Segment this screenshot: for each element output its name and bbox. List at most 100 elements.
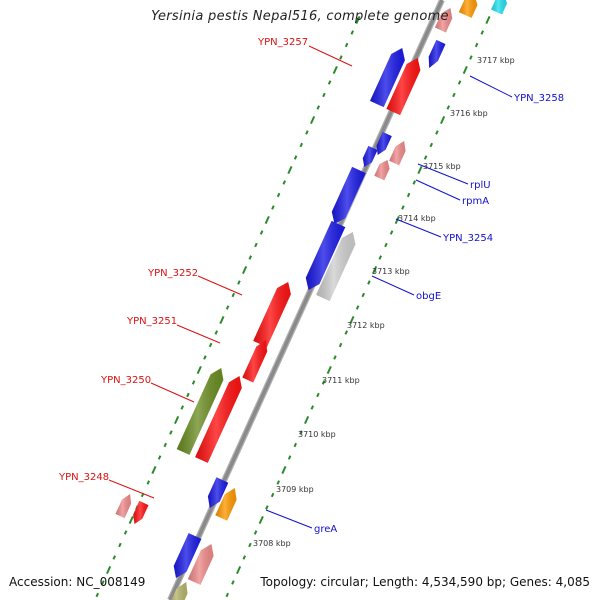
scale-label: 3712 kbp xyxy=(347,321,385,330)
left-tick-mark xyxy=(355,15,361,25)
gene-cyan-top[interactable] xyxy=(491,0,507,15)
gene-ypn-3252[interactable] xyxy=(253,282,291,348)
left-tick-mark xyxy=(225,305,230,310)
leader-line-ypn-3257 xyxy=(308,45,353,67)
gene-rplu-blue[interactable] xyxy=(376,131,392,155)
left-tick-mark xyxy=(305,130,309,135)
leader-line-ypn-3258 xyxy=(469,75,513,98)
leader-line-rplu xyxy=(417,163,469,185)
right-tick-mark xyxy=(338,342,343,348)
gene-label-grea[interactable]: greA xyxy=(314,524,337,535)
gene-rpma-blue[interactable] xyxy=(362,145,378,167)
left-tick-mark xyxy=(106,565,112,575)
gene-label-ypn-3257[interactable]: YPN_3257 xyxy=(257,37,308,48)
right-tick-mark xyxy=(469,55,473,60)
leader-line-grea xyxy=(265,509,313,529)
right-tick-mark xyxy=(435,130,439,135)
leader-line-ypn-3248 xyxy=(108,479,155,499)
gene-ypn-3248[interactable] xyxy=(133,500,149,524)
gene-lower-khaki[interactable] xyxy=(167,582,188,600)
right-tick-mark xyxy=(287,455,292,460)
gene-label-ypn-3251[interactable]: YPN_3251 xyxy=(126,316,177,327)
left-tick-mark xyxy=(208,342,213,348)
gene-label-rplu[interactable]: rplU xyxy=(470,180,491,191)
left-tick-mark xyxy=(322,92,326,98)
leader-line-ypn-3250 xyxy=(150,382,195,403)
right-tick-mark xyxy=(401,205,405,210)
gene-label-ypn-3252[interactable]: YPN_3252 xyxy=(147,268,198,279)
left-tick-mark xyxy=(169,430,173,435)
leader-line-ypn-3254 xyxy=(395,218,442,238)
gene-label-obge[interactable]: obgE xyxy=(416,291,441,302)
left-tick-mark xyxy=(344,42,349,48)
gene-label-ypn-3248[interactable]: YPN_3248 xyxy=(58,472,109,483)
right-tick-mark xyxy=(457,80,462,85)
gene-ypn-3250-red[interactable] xyxy=(195,376,242,463)
left-tick-mark xyxy=(332,65,338,75)
right-tick-mark xyxy=(417,165,423,175)
tick-layer xyxy=(95,15,491,598)
leader-line-obge xyxy=(371,275,415,296)
left-tick-mark xyxy=(237,280,241,285)
right-tick-mark xyxy=(480,30,485,35)
right-tick-mark xyxy=(236,565,242,575)
gene-orange-top[interactable] xyxy=(458,0,478,18)
left-tick-mark xyxy=(203,355,207,360)
gene-grea[interactable] xyxy=(215,488,237,521)
gene-ypn-3251[interactable] xyxy=(242,340,268,383)
left-tick-mark xyxy=(276,192,281,198)
left-tick-mark xyxy=(180,405,185,410)
gene-obge-blue[interactable] xyxy=(305,220,346,290)
gene-label-ypn-3258[interactable]: YPN_3258 xyxy=(513,93,564,104)
gene-label-ypn-3254[interactable]: YPN_3254 xyxy=(442,233,493,244)
right-tick-mark xyxy=(446,105,451,110)
gene-ypn-3257[interactable] xyxy=(386,58,421,116)
left-tick-mark xyxy=(157,455,162,460)
gene-grea-blue[interactable] xyxy=(207,477,229,508)
gene-label-rpma[interactable]: rpmA xyxy=(462,196,489,207)
right-tick-mark xyxy=(321,380,326,385)
gene-ypn-3254[interactable] xyxy=(331,166,366,224)
left-tick-mark xyxy=(231,292,236,298)
gene-ypn-3258[interactable] xyxy=(428,39,446,68)
scale-label: 3714 kbp xyxy=(398,214,436,223)
gene-ypn-3248-pink[interactable] xyxy=(115,494,132,519)
left-tick-mark xyxy=(118,542,122,548)
gene-ypn-3250[interactable] xyxy=(176,368,224,455)
left-tick-mark xyxy=(327,80,332,85)
gene-rpma[interactable] xyxy=(374,160,390,181)
right-tick-mark xyxy=(406,192,411,198)
left-tick-mark xyxy=(299,142,304,148)
scale-label: 3710 kbp xyxy=(298,430,336,439)
gene-pink-top[interactable] xyxy=(434,8,453,33)
scale-label-layer: 3717 kbp 3716 kbp 3715 kbp 3714 kbp 3713 kbp… xyxy=(253,56,515,548)
right-tick-mark xyxy=(316,392,320,398)
right-tick-mark xyxy=(485,15,491,25)
gene-layer xyxy=(115,0,507,600)
left-tick-mark xyxy=(254,242,258,248)
scale-label: 3709 kbp xyxy=(276,485,314,494)
left-tick-mark xyxy=(287,165,293,175)
leader-line-ypn-3251 xyxy=(176,324,221,344)
gene-lower-pink[interactable] xyxy=(187,544,214,585)
right-tick-mark xyxy=(258,515,264,525)
gene-obge[interactable] xyxy=(316,232,356,302)
right-tick-mark xyxy=(412,180,417,185)
right-tick-mark xyxy=(389,230,394,235)
left-tick-mark xyxy=(293,155,298,160)
right-tick-mark xyxy=(276,480,281,485)
left-tick-mark xyxy=(259,230,264,235)
left-tick-mark xyxy=(339,55,343,60)
gene-ypn-3257-blue[interactable] xyxy=(370,48,405,108)
scale-label: 3716 kbp xyxy=(450,109,488,118)
right-tick-mark xyxy=(253,530,258,535)
gene-label-ypn-3250[interactable]: YPN_3250 xyxy=(100,375,151,386)
genome-summary-text: Topology: circular; Length: 4,534,590 bp… xyxy=(260,575,590,589)
right-tick-mark xyxy=(384,242,388,248)
gene-rplu[interactable] xyxy=(389,141,406,166)
leader-line-rpma xyxy=(415,179,461,201)
right-tick-mark xyxy=(310,405,315,410)
gene-lower-blue[interactable] xyxy=(173,533,202,578)
scale-label: 3713 kbp xyxy=(372,267,410,276)
